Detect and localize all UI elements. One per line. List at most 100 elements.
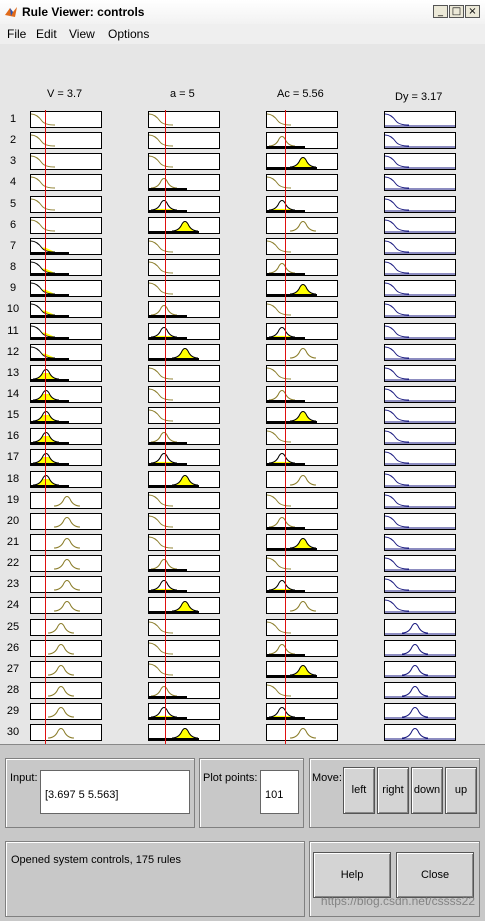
input-mf-plot[interactable] (148, 618, 220, 636)
input-mf-plot[interactable] (266, 470, 338, 488)
input-mf-plot[interactable] (30, 618, 102, 636)
input-mf-plot[interactable] (266, 555, 338, 573)
rule-number[interactable]: 19 (6, 493, 20, 506)
input-mf-plot[interactable] (30, 724, 102, 742)
rule-number[interactable]: 25 (6, 620, 20, 633)
input-mf-plot[interactable] (30, 132, 102, 150)
menu-file[interactable]: File (7, 27, 27, 41)
output-mf-plot[interactable] (384, 301, 456, 319)
menu-options[interactable]: Options (108, 27, 150, 41)
output-mf-plot[interactable] (384, 259, 456, 277)
close-window-button[interactable]: × (465, 5, 480, 18)
rule-number[interactable]: 9 (9, 282, 17, 295)
input-mf-plot[interactable] (266, 534, 338, 551)
input-mf-plot[interactable] (266, 449, 338, 467)
output-mf-plot[interactable] (384, 237, 456, 255)
input-mf-plot[interactable] (30, 364, 102, 382)
input-mf-plot[interactable] (148, 512, 220, 530)
rule-number[interactable]: 2 (9, 134, 17, 147)
input-mf-plot[interactable] (148, 385, 220, 403)
input-mf-plot[interactable] (148, 660, 220, 678)
help-button[interactable]: Help (313, 852, 391, 898)
input-mf-plot[interactable] (266, 195, 338, 213)
input-indicator-line[interactable] (285, 110, 286, 744)
input-mf-plot[interactable] (30, 682, 102, 700)
input-mf-plot[interactable] (266, 576, 338, 594)
move-down-button[interactable]: down (411, 767, 443, 814)
output-mf-plot[interactable] (384, 512, 456, 530)
input-mf-plot[interactable] (30, 534, 102, 551)
input-mf-plot[interactable] (266, 597, 338, 615)
output-mf-plot[interactable] (384, 153, 456, 171)
input-mf-plot[interactable] (148, 132, 220, 150)
input-mf-plot[interactable] (266, 301, 338, 319)
output-mf-plot[interactable] (384, 555, 456, 573)
input-indicator-line[interactable] (165, 110, 166, 744)
rule-number[interactable]: 17 (6, 451, 20, 464)
input-mf-plot[interactable] (148, 428, 220, 446)
rule-number[interactable]: 16 (6, 430, 20, 443)
output-mf-plot[interactable] (384, 618, 456, 636)
input-mf-plot[interactable] (266, 724, 338, 742)
output-mf-plot[interactable] (384, 280, 456, 298)
input-mf-plot[interactable] (148, 111, 220, 128)
input-mf-plot[interactable] (266, 618, 338, 636)
input-mf-plot[interactable] (266, 174, 338, 192)
rule-number[interactable]: 26 (6, 641, 20, 654)
output-mf-plot[interactable] (384, 132, 456, 150)
input-mf-plot[interactable] (30, 195, 102, 213)
minimize-button[interactable]: _ (433, 5, 448, 18)
input-indicator-line[interactable] (45, 110, 46, 744)
rule-number[interactable]: 27 (6, 662, 20, 675)
input-mf-plot[interactable] (148, 703, 220, 721)
rule-number[interactable]: 30 (6, 726, 20, 739)
rule-number[interactable]: 14 (6, 387, 20, 400)
rule-number[interactable]: 10 (6, 303, 20, 316)
input-mf-plot[interactable] (30, 660, 102, 678)
input-mf-plot[interactable] (148, 280, 220, 298)
input-mf-plot[interactable] (266, 682, 338, 700)
rule-number[interactable]: 6 (9, 218, 17, 231)
output-mf-plot[interactable] (384, 216, 456, 234)
rule-number[interactable]: 13 (6, 366, 20, 379)
input-mf-plot[interactable] (266, 385, 338, 403)
input-mf-plot[interactable] (30, 174, 102, 192)
input-mf-plot[interactable] (148, 407, 220, 425)
rule-number[interactable]: 18 (6, 472, 20, 485)
input-mf-plot[interactable] (148, 322, 220, 340)
input-mf-plot[interactable] (30, 491, 102, 509)
move-left-button[interactable]: left (343, 767, 375, 814)
input-mf-plot[interactable] (266, 259, 338, 277)
input-mf-plot[interactable] (266, 237, 338, 255)
output-mf-plot[interactable] (384, 660, 456, 678)
rule-number[interactable]: 3 (9, 155, 17, 168)
rule-number[interactable]: 4 (9, 176, 17, 189)
move-right-button[interactable]: right (377, 767, 409, 814)
output-mf-plot[interactable] (384, 174, 456, 192)
input-mf-plot[interactable] (30, 407, 102, 425)
input-mf-plot[interactable] (148, 449, 220, 467)
input-mf-plot[interactable] (30, 428, 102, 446)
output-mf-plot[interactable] (384, 322, 456, 340)
input-mf-plot[interactable] (148, 237, 220, 255)
rule-number[interactable]: 1 (9, 113, 17, 125)
input-mf-plot[interactable] (30, 703, 102, 721)
input-mf-plot[interactable] (148, 195, 220, 213)
input-mf-plot[interactable] (148, 153, 220, 171)
rule-number[interactable]: 21 (6, 536, 20, 548)
menu-edit[interactable]: Edit (36, 27, 57, 41)
input-mf-plot[interactable] (266, 407, 338, 425)
output-mf-plot[interactable] (384, 703, 456, 721)
input-mf-plot[interactable] (30, 111, 102, 128)
output-mf-plot[interactable] (384, 534, 456, 551)
input-mf-plot[interactable] (148, 534, 220, 551)
input-mf-plot[interactable] (30, 385, 102, 403)
input-mf-plot[interactable] (30, 259, 102, 277)
output-mf-plot[interactable] (384, 491, 456, 509)
output-mf-plot[interactable] (384, 639, 456, 657)
input-mf-plot[interactable] (266, 491, 338, 509)
output-mf-plot[interactable] (384, 470, 456, 488)
input-mf-plot[interactable] (266, 132, 338, 150)
output-mf-plot[interactable] (384, 449, 456, 467)
input-mf-plot[interactable] (30, 216, 102, 234)
